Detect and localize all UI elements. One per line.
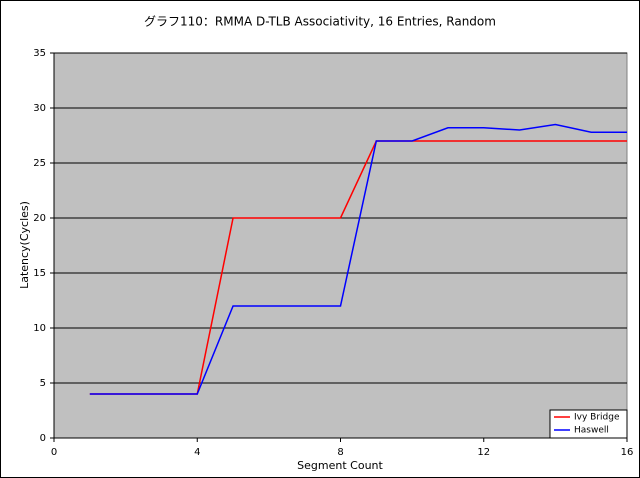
legend — [549, 409, 628, 439]
series-line — [89, 123, 627, 395]
x-tick-label: 0 — [51, 447, 57, 458]
y-tick-label: 20 — [33, 213, 46, 224]
legend-label: Ivy Bridge — [574, 413, 620, 423]
x-axis-label: Segment Count — [297, 459, 383, 472]
legend-label: Haswell — [574, 426, 609, 436]
y-tick-label: 10 — [33, 323, 46, 334]
x-tick-label: 8 — [337, 447, 343, 458]
plot-area — [53, 52, 628, 439]
y-axis-label: Latency(Cycles) — [18, 201, 31, 289]
y-tick-label: 35 — [33, 48, 46, 59]
chart-title: グラフ110：RMMA D-TLB Associativity, 16 Entr… — [144, 15, 496, 29]
y-tick-label: 30 — [33, 103, 46, 114]
x-tick-label: 4 — [194, 447, 200, 458]
x-tick-label: 16 — [621, 447, 634, 458]
y-tick-label: 25 — [33, 158, 46, 169]
y-tick-label: 5 — [40, 378, 46, 389]
x-tick-label: 12 — [477, 447, 490, 458]
y-tick-label: 15 — [33, 268, 46, 279]
y-tick-label: 0 — [40, 433, 46, 444]
